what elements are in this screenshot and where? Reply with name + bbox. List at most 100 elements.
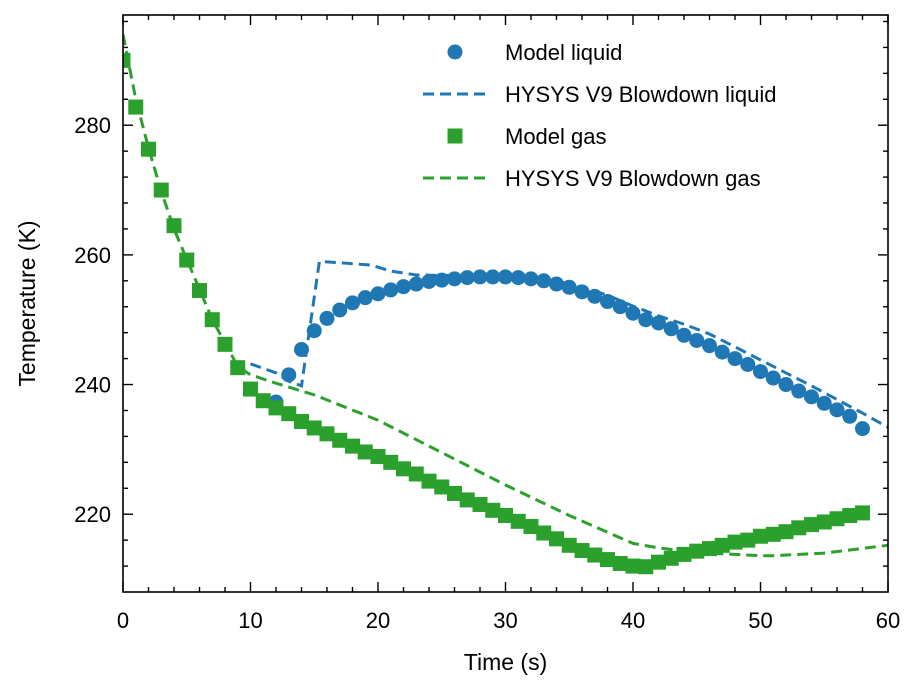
legend-entry: HYSYS V9 Blowdown liquid xyxy=(423,82,776,107)
data-point xyxy=(332,432,348,448)
data-point xyxy=(383,282,399,298)
data-point xyxy=(357,290,373,306)
legend-label: Model gas xyxy=(505,124,607,149)
data-point xyxy=(791,383,807,399)
data-point xyxy=(485,502,501,518)
legend-label: Model liquid xyxy=(505,40,622,65)
legend-square-swatch xyxy=(447,128,463,144)
x-tick-label: 0 xyxy=(117,608,129,633)
y-tick-label: 280 xyxy=(74,113,111,138)
data-point xyxy=(345,295,360,311)
data-point xyxy=(765,526,781,542)
data-point xyxy=(842,408,858,424)
data-point xyxy=(536,525,552,541)
y-tick-label: 260 xyxy=(74,243,111,268)
data-point xyxy=(816,514,832,530)
data-point xyxy=(574,543,590,559)
legend-entry: Model liquid xyxy=(447,40,622,65)
series-line xyxy=(249,259,888,429)
data-point xyxy=(332,302,348,318)
data-point xyxy=(498,507,513,523)
legend-label: HYSYS V9 Blowdown liquid xyxy=(505,82,776,107)
data-point xyxy=(345,438,360,454)
data-point xyxy=(753,528,768,544)
data-point xyxy=(714,537,730,553)
data-point xyxy=(421,473,437,489)
data-point xyxy=(447,485,462,501)
data-point xyxy=(243,381,258,397)
series-hysys-v9-blowdown-liquid xyxy=(249,259,888,429)
data-point xyxy=(179,252,195,268)
data-point xyxy=(855,505,870,521)
data-point xyxy=(447,271,462,287)
data-point xyxy=(600,552,615,568)
data-point xyxy=(523,519,539,535)
data-point xyxy=(638,559,654,575)
data-point xyxy=(702,338,717,354)
data-point xyxy=(434,479,450,495)
data-point xyxy=(459,492,475,508)
data-point xyxy=(625,305,641,321)
data-point xyxy=(281,406,297,422)
data-point xyxy=(804,517,819,533)
data-point xyxy=(268,400,284,416)
data-point xyxy=(357,444,373,460)
data-point xyxy=(753,364,768,380)
data-point xyxy=(727,351,743,367)
legend-entry: HYSYS V9 Blowdown gas xyxy=(423,166,761,191)
data-point xyxy=(459,270,475,286)
data-point xyxy=(294,413,309,429)
data-point xyxy=(625,558,641,574)
series-hysys-v9-blowdown-gas xyxy=(123,34,888,558)
data-point xyxy=(396,279,411,295)
y-tick-label: 220 xyxy=(74,502,111,527)
series-line xyxy=(123,34,888,558)
data-point xyxy=(612,299,628,315)
data-point xyxy=(383,454,399,470)
data-point xyxy=(255,393,271,409)
data-point xyxy=(166,218,182,234)
data-point xyxy=(778,377,794,393)
data-point xyxy=(587,547,603,563)
legend: Model liquid HYSYS V9 Blowdown liquid Mode… xyxy=(423,40,776,191)
x-tick-label: 30 xyxy=(493,608,517,633)
data-point xyxy=(230,360,246,376)
data-point xyxy=(319,310,335,326)
data-point xyxy=(740,532,756,548)
ticks-layer: 0 10 20 30 40 50 60 220 240 260 280 xyxy=(74,15,900,633)
data-point xyxy=(765,370,781,386)
data-point xyxy=(192,283,207,299)
data-point xyxy=(408,466,424,482)
data-point xyxy=(778,524,794,540)
data-point xyxy=(829,402,845,418)
y-tick-label: 240 xyxy=(74,373,111,398)
data-point xyxy=(408,276,424,292)
data-point xyxy=(498,269,513,285)
x-tick-label: 50 xyxy=(748,608,772,633)
data-point xyxy=(638,312,654,328)
data-point xyxy=(370,286,386,302)
data-point xyxy=(306,420,322,436)
y-axis-label: Temperature (K) xyxy=(14,220,40,386)
data-point xyxy=(421,273,437,289)
data-point xyxy=(370,449,386,465)
data-point xyxy=(816,395,832,411)
data-point xyxy=(727,534,743,550)
x-tick-label: 60 xyxy=(876,608,900,633)
x-axis-label: Time (s) xyxy=(464,649,547,675)
series-layer xyxy=(123,34,888,575)
data-point xyxy=(472,496,488,512)
data-point xyxy=(510,513,526,529)
data-point xyxy=(651,554,666,570)
x-tick-label: 40 xyxy=(621,608,645,633)
data-point xyxy=(791,520,807,536)
data-point xyxy=(536,273,552,289)
data-point xyxy=(663,321,679,337)
data-point xyxy=(306,323,322,339)
legend-label: HYSYS V9 Blowdown gas xyxy=(505,166,761,191)
data-point xyxy=(319,426,335,442)
data-point xyxy=(714,344,730,360)
data-point xyxy=(855,421,870,437)
data-point xyxy=(804,389,819,405)
